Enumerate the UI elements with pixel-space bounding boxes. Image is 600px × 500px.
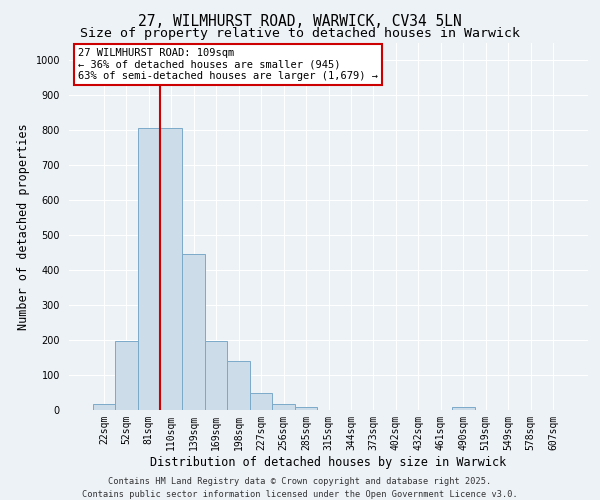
- Bar: [115, 341, 137, 410]
- Bar: [295, 406, 317, 410]
- Y-axis label: Number of detached properties: Number of detached properties: [17, 123, 30, 330]
- Bar: [160, 128, 182, 410]
- Bar: [92, 404, 115, 410]
- Text: Size of property relative to detached houses in Warwick: Size of property relative to detached ho…: [80, 27, 520, 40]
- Text: Contains HM Land Registry data © Crown copyright and database right 2025.
Contai: Contains HM Land Registry data © Crown c…: [82, 478, 518, 499]
- Bar: [452, 406, 475, 410]
- Bar: [250, 392, 272, 410]
- Text: 27 WILMHURST ROAD: 109sqm
← 36% of detached houses are smaller (945)
63% of semi: 27 WILMHURST ROAD: 109sqm ← 36% of detac…: [78, 48, 378, 81]
- Bar: [182, 254, 205, 410]
- Text: 27, WILMHURST ROAD, WARWICK, CV34 5LN: 27, WILMHURST ROAD, WARWICK, CV34 5LN: [138, 14, 462, 28]
- X-axis label: Distribution of detached houses by size in Warwick: Distribution of detached houses by size …: [151, 456, 506, 468]
- Bar: [272, 404, 295, 410]
- Bar: [227, 361, 250, 410]
- Bar: [137, 128, 160, 410]
- Bar: [205, 341, 227, 410]
